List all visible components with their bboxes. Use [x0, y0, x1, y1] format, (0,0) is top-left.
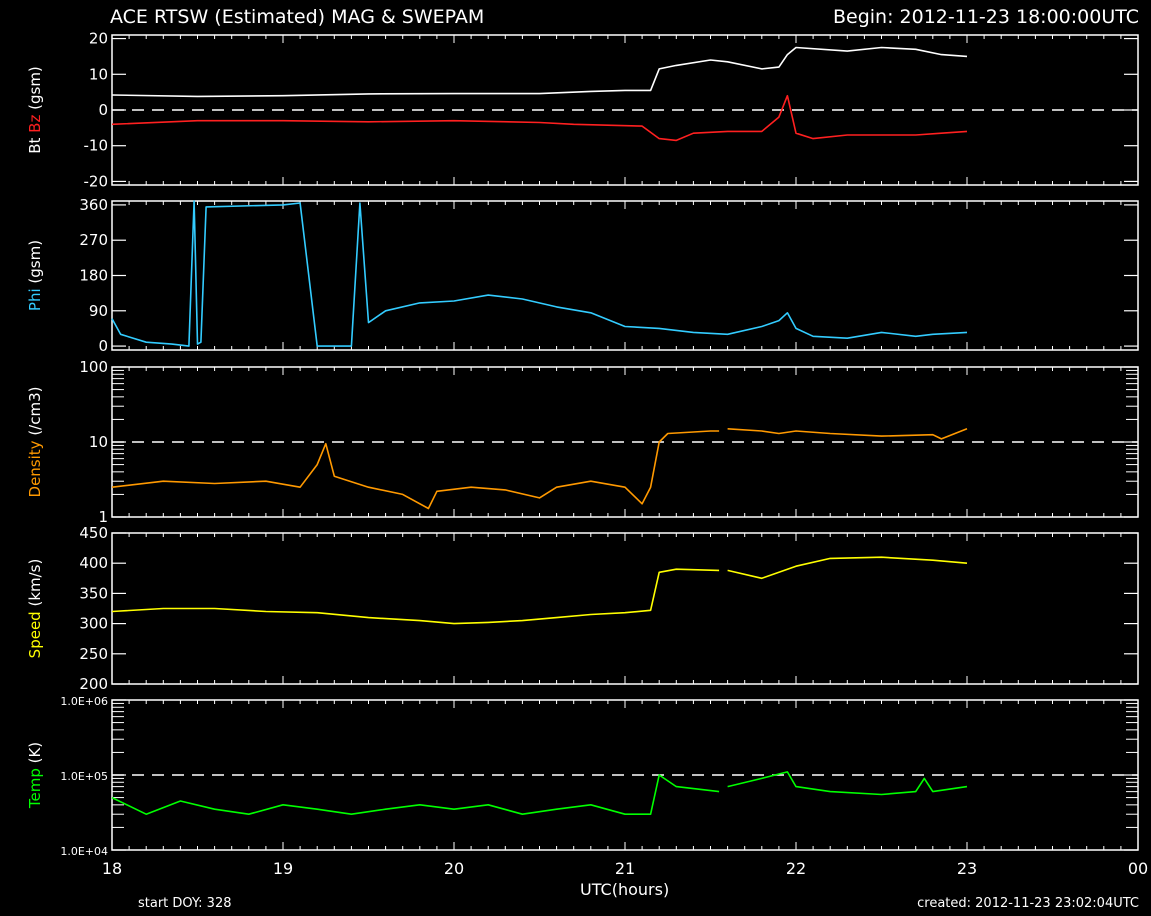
temp-y-axis-label-part: Temp: [26, 768, 44, 809]
mag-series-bz: [111, 94, 968, 142]
x-tick-label: 21: [615, 859, 635, 878]
x-tick-label: 22: [786, 859, 806, 878]
mag-y-tick-label: 10: [89, 65, 108, 83]
x-tick-label: 18: [102, 859, 122, 878]
mag-y-tick-label: -20: [84, 172, 109, 190]
mag-series-bt: [111, 46, 968, 98]
x-tick-label: 00: [1128, 859, 1148, 878]
temp-panel-frame: [111, 699, 1139, 851]
mag-y-tick-label: -10: [84, 137, 109, 155]
phi-series-phi: [111, 200, 968, 347]
x-tick-label: 20: [444, 859, 464, 878]
mag-y-tick-label: 0: [98, 101, 108, 119]
speed-series-speed: [727, 556, 968, 580]
temp-y-tick-label: 1.0E+06: [60, 695, 108, 708]
density-y-tick-label: 1: [98, 508, 108, 526]
mag-y-tick-label: 20: [89, 30, 108, 48]
speed-y-axis-label-part: Speed: [26, 611, 44, 658]
density-series-density: [111, 430, 720, 510]
mag-y-axis-label-part: Bt: [26, 137, 44, 153]
density-y-tick-label: 10: [89, 433, 108, 451]
mag-y-axis-label: Bt Bz (gsm): [26, 66, 44, 154]
speed-y-tick-label: 250: [79, 645, 108, 663]
temp-y-tick-label: 1.0E+05: [60, 770, 108, 783]
temp-series-temp: [111, 774, 720, 816]
speed-y-axis-label-part: (km/s): [26, 559, 44, 612]
speed-panel-frame: [111, 532, 1139, 685]
phi-y-tick-label: 0: [98, 337, 108, 355]
density-y-axis-label-part: Density: [26, 440, 44, 497]
mag-y-axis-label-part: Bz: [26, 115, 44, 133]
mag-panel-frame: [111, 34, 1139, 186]
phi-y-tick-label: 270: [79, 231, 108, 249]
speed-y-tick-label: 300: [79, 615, 108, 633]
x-tick-label: 23: [957, 859, 977, 878]
phi-y-tick-label: 90: [89, 302, 108, 320]
phi-y-tick-label: 180: [79, 267, 108, 285]
density-series-density: [727, 428, 968, 440]
speed-y-tick-label: 450: [79, 524, 108, 542]
chart-title: ACE RTSW (Estimated) MAG & SWEPAM: [110, 6, 485, 28]
phi-y-axis-label-part: Phi: [26, 288, 44, 311]
phi-y-axis-label-part: (gsm): [26, 240, 44, 288]
created-time: created: 2012-11-23 23:02:04UTC: [917, 896, 1139, 911]
speed-y-tick-label: 350: [79, 584, 108, 602]
temp-y-axis-label-part: (K): [26, 742, 44, 768]
begin-time: Begin: 2012-11-23 18:00:00UTC: [832, 6, 1139, 28]
temp-series-temp: [727, 771, 968, 796]
temp-y-axis-label: Temp (K): [26, 742, 44, 809]
x-tick-label: 19: [273, 859, 293, 878]
density-y-tick-label: 100: [79, 358, 108, 376]
phi-y-axis-label: Phi (gsm): [26, 240, 44, 311]
speed-series-speed: [111, 568, 720, 625]
phi-y-tick-label: 360: [79, 196, 108, 214]
speed-y-tick-label: 400: [79, 554, 108, 572]
phi-panel-frame: [111, 200, 1139, 351]
start-doy: start DOY: 328: [138, 896, 232, 911]
density-panel-frame: [111, 366, 1139, 518]
density-y-axis-label: Density (/cm3): [26, 387, 44, 498]
mag-y-axis-label-part: (gsm): [26, 66, 44, 114]
speed-y-axis-label: Speed (km/s): [26, 559, 44, 659]
speed-y-tick-label: 200: [79, 675, 108, 693]
temp-y-tick-label: 1.0E+04: [60, 845, 108, 858]
density-y-axis-label-part: (/cm3): [26, 387, 44, 441]
x-axis-label: UTC(hours): [580, 880, 670, 899]
